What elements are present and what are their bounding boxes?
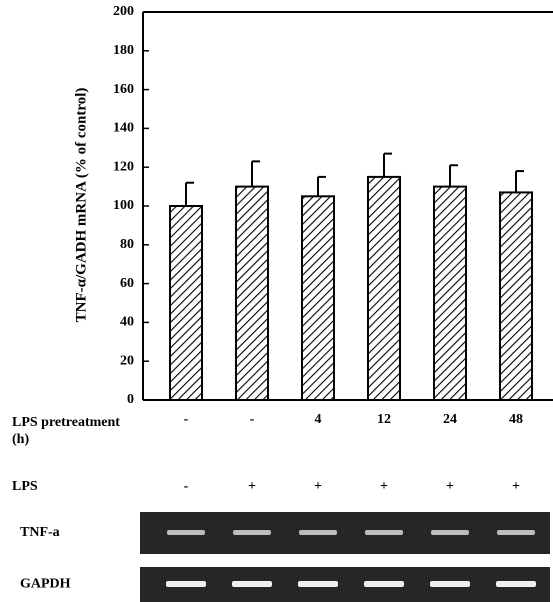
- gel-band: [232, 581, 272, 587]
- gel-band: [430, 581, 470, 587]
- gel-band: [496, 581, 536, 587]
- y-tick-label: 80: [120, 237, 134, 252]
- gel-label: TNF-a: [20, 525, 60, 540]
- lps-sign: +: [380, 479, 388, 494]
- y-tick-label: 100: [113, 198, 134, 213]
- x-axis-label: LPS pretreatment (h): [12, 414, 122, 448]
- bar: [302, 196, 334, 400]
- y-tick-label: 40: [120, 315, 134, 330]
- lps-sign: +: [248, 479, 256, 494]
- x-tick-label: 4: [315, 412, 322, 427]
- gel-band: [166, 581, 206, 587]
- y-tick-label: 20: [120, 353, 134, 368]
- lps-sign: +: [314, 479, 322, 494]
- x-tick-label: -: [184, 412, 189, 427]
- chart: TNF-α/GADH mRNA (% of control) LPS pretr…: [0, 0, 553, 602]
- gel-band: [299, 530, 337, 535]
- bar: [236, 187, 268, 400]
- gel-band: [298, 581, 338, 587]
- x-tick-label: -: [250, 412, 255, 427]
- x-tick-label: 12: [377, 412, 391, 427]
- x-tick-label: 24: [443, 412, 457, 427]
- y-tick-label: 200: [113, 4, 134, 19]
- y-tick-label: 160: [113, 82, 134, 97]
- gel-label: GAPDH: [20, 577, 71, 592]
- lps-label: LPS: [12, 479, 38, 494]
- x-tick-label: 48: [509, 412, 523, 427]
- gel-band: [431, 530, 469, 535]
- gel-band: [233, 530, 271, 535]
- bar: [500, 192, 532, 400]
- lps-sign: -: [184, 479, 189, 494]
- y-tick-label: 120: [113, 159, 134, 174]
- x-label-box: LPS pretreatment (h): [12, 414, 152, 458]
- bar: [170, 206, 202, 400]
- page: TNF-α/GADH mRNA (% of control) LPS pretr…: [0, 0, 553, 602]
- gel-band: [497, 530, 535, 535]
- lps-sign: +: [512, 479, 520, 494]
- y-axis-label: TNF-α/GADH mRNA (% of control): [73, 88, 89, 323]
- y-tick-label: 180: [113, 43, 134, 58]
- bar: [368, 177, 400, 400]
- gel-band: [364, 581, 404, 587]
- lps-sign: +: [446, 479, 454, 494]
- y-tick-label: 140: [113, 121, 134, 136]
- y-tick-label: 60: [120, 276, 134, 291]
- gel-band: [365, 530, 403, 535]
- y-tick-label: 0: [127, 392, 134, 407]
- bar: [434, 187, 466, 400]
- gel-band: [167, 530, 205, 535]
